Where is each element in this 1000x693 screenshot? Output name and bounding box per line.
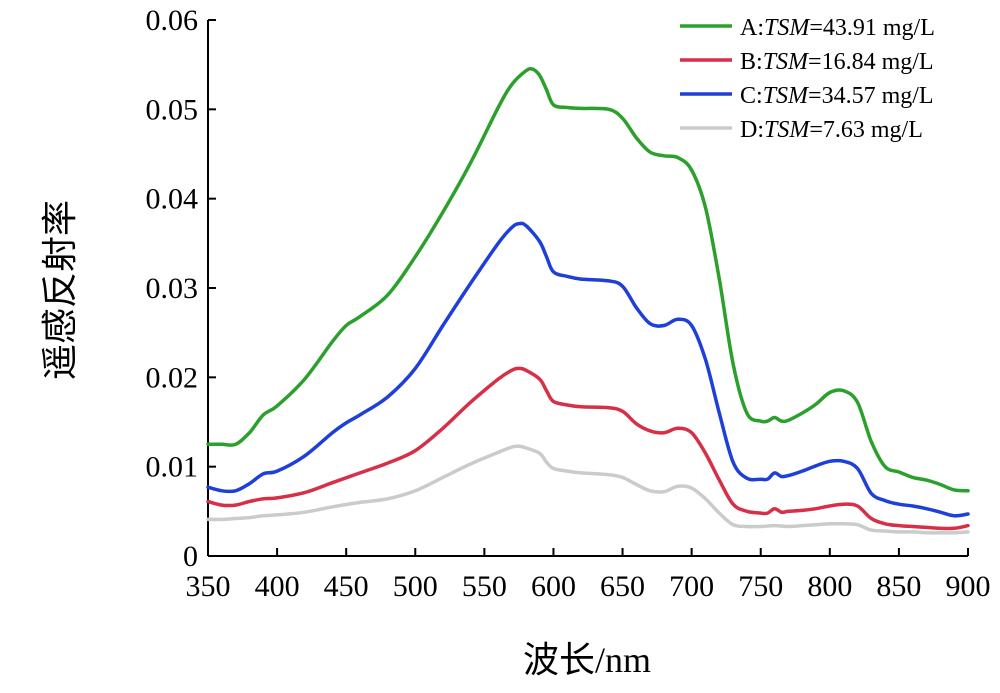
series-line-b (206, 366, 970, 531)
x-tick-label: 450 (324, 570, 369, 603)
series-line-c (206, 221, 970, 518)
x-tick-label: 500 (393, 570, 438, 603)
axes: 350 400 450 500 550 600 650 700 750 800 850 900 0 0.… (146, 4, 991, 603)
legend: A:TSM=43.91 mg/L B:TSM=16.84 mg/L C:TSM=34… (680, 15, 935, 143)
x-tick-label: 700 (669, 570, 714, 603)
x-tick-label: 750 (738, 570, 783, 603)
y-ticks: 0 0.01 0.02 0.03 0.04 0.05 0.06 (146, 4, 216, 573)
x-tick-label: 600 (531, 570, 576, 603)
y-tick-label: 0.06 (146, 4, 199, 37)
legend-item: D:TSM=7.63 mg/L (680, 117, 923, 143)
y-tick-label: 0 (183, 540, 198, 573)
legend-label: C:TSM=34.57 mg/L (740, 83, 934, 109)
x-tick-label: 900 (946, 570, 991, 603)
legend-item: A:TSM=43.91 mg/L (680, 15, 935, 41)
legend-label: D:TSM=7.63 mg/L (740, 117, 923, 143)
x-tick-label: 350 (186, 570, 231, 603)
series-line-d (206, 444, 970, 535)
y-tick-label: 0.03 (146, 272, 199, 305)
x-tick-label: 650 (600, 570, 645, 603)
series-layer (206, 66, 970, 535)
y-tick-label: 0.04 (146, 183, 199, 216)
x-tick-label: 850 (876, 570, 921, 603)
x-ticks: 350 400 450 500 550 600 650 700 750 800 850 900 (186, 548, 991, 603)
legend-label: B:TSM=16.84 mg/L (740, 49, 934, 75)
x-tick-label: 400 (255, 570, 300, 603)
y-axis-title: 遥感反射率 (40, 200, 80, 380)
y-tick-label: 0.01 (146, 451, 199, 484)
x-tick-label: 550 (462, 570, 507, 603)
x-axis-title: 波长/nm (523, 640, 651, 680)
series-line-a (206, 66, 970, 493)
x-tick-label: 800 (807, 570, 852, 603)
legend-item: C:TSM=34.57 mg/L (680, 83, 934, 109)
y-tick-label: 0.05 (146, 93, 199, 126)
y-tick-label: 0.02 (146, 361, 199, 394)
legend-item: B:TSM=16.84 mg/L (680, 49, 934, 75)
legend-label: A:TSM=43.91 mg/L (740, 15, 935, 41)
